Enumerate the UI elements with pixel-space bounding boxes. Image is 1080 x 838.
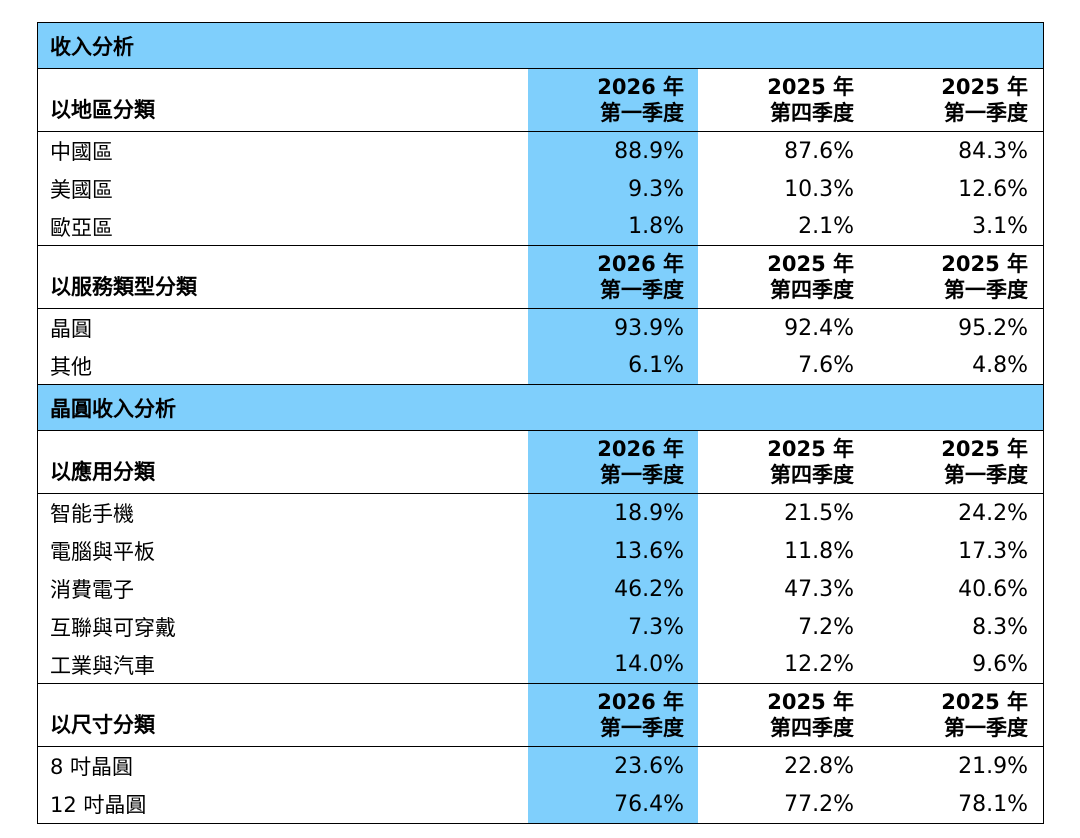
column-header: 2026 年第一季度 — [528, 431, 698, 493]
cell-value: 24.2% — [958, 500, 1028, 526]
cell-value: 40.6% — [958, 576, 1028, 602]
cell-value: 7.6% — [798, 353, 854, 378]
cell-value: 9.3% — [528, 170, 698, 208]
cell-value: 12.6% — [958, 176, 1028, 202]
cell-value: 12.2% — [784, 652, 854, 677]
table-row: 中國區 88.9% 87.6% 84.3% — [38, 132, 1043, 170]
group-title: 以服務類型分類 — [50, 275, 197, 299]
group-header-region: 以地區分類 2026 年第一季度 2025 年第四季度 2025 年第一季度 — [38, 69, 1043, 132]
row-label: 12 吋晶圓 — [50, 793, 147, 817]
column-header: 2025 年第一季度 — [941, 690, 1028, 740]
cell-value: 76.4% — [528, 785, 698, 823]
group-header-application: 以應用分類 2026 年第一季度 2025 年第四季度 2025 年第一季度 — [38, 431, 1043, 494]
cell-value: 13.6% — [528, 532, 698, 570]
cell-value: 23.6% — [528, 747, 698, 785]
cell-value: 10.3% — [784, 176, 854, 202]
cell-value: 88.9% — [528, 132, 698, 170]
row-label: 中國區 — [50, 140, 113, 164]
group-header-service-type: 以服務類型分類 2026 年第一季度 2025 年第四季度 2025 年第一季度 — [38, 246, 1043, 309]
cell-value: 4.8% — [972, 353, 1028, 378]
column-header: 2025 年第一季度 — [941, 75, 1028, 125]
cell-value: 8.3% — [972, 614, 1028, 640]
cell-value: 14.0% — [528, 646, 698, 683]
table-row: 智能手機 18.9% 21.5% 24.2% — [38, 494, 1043, 532]
cell-value: 92.4% — [784, 315, 854, 341]
group-title: 以地區分類 — [50, 98, 155, 122]
group-header-size: 以尺寸分類 2026 年第一季度 2025 年第四季度 2025 年第一季度 — [38, 684, 1043, 747]
column-header: 2025 年第四季度 — [767, 690, 854, 740]
row-label: 美國區 — [50, 178, 113, 202]
column-header: 2025 年第四季度 — [767, 252, 854, 302]
row-label: 8 吋晶圓 — [50, 755, 134, 779]
cell-value: 9.6% — [972, 652, 1028, 677]
cell-value: 93.9% — [528, 309, 698, 347]
column-header: 2026 年第一季度 — [528, 69, 698, 131]
table-row: 晶圓 93.9% 92.4% 95.2% — [38, 309, 1043, 347]
cell-value: 6.1% — [528, 347, 698, 384]
cell-value: 47.3% — [784, 576, 854, 602]
column-header: 2025 年第一季度 — [941, 252, 1028, 302]
cell-value: 84.3% — [958, 138, 1028, 164]
section-title-revenue: 收入分析 — [38, 23, 1043, 69]
cell-value: 21.5% — [784, 500, 854, 526]
group-title: 以應用分類 — [50, 460, 155, 484]
cell-value: 7.2% — [798, 614, 854, 640]
cell-value: 46.2% — [528, 570, 698, 608]
row-label: 歐亞區 — [50, 215, 113, 240]
cell-value: 77.2% — [784, 791, 854, 817]
cell-value: 21.9% — [958, 753, 1028, 779]
column-header: 2025 年第一季度 — [941, 437, 1028, 487]
row-label: 智能手機 — [50, 502, 134, 526]
row-label: 電腦與平板 — [50, 540, 155, 564]
row-label: 晶圓 — [50, 317, 92, 341]
table-row: 工業與汽車 14.0% 12.2% 9.6% — [38, 646, 1043, 684]
table-row: 歐亞區 1.8% 2.1% 3.1% — [38, 208, 1043, 246]
cell-value: 78.1% — [958, 791, 1028, 817]
cell-value: 18.9% — [528, 494, 698, 532]
table-row: 12 吋晶圓 76.4% 77.2% 78.1% — [38, 785, 1043, 823]
table-row: 互聯與可穿戴 7.3% 7.2% 8.3% — [38, 608, 1043, 646]
row-label: 互聯與可穿戴 — [50, 616, 176, 640]
row-label: 消費電子 — [50, 578, 134, 602]
section-title-wafer-revenue: 晶圓收入分析 — [38, 385, 1043, 431]
table-row: 其他 6.1% 7.6% 4.8% — [38, 347, 1043, 385]
cell-value: 7.3% — [528, 608, 698, 646]
cell-value: 1.8% — [528, 208, 698, 245]
cell-value: 95.2% — [958, 315, 1028, 341]
column-header: 2026 年第一季度 — [528, 684, 698, 746]
row-label: 其他 — [50, 354, 92, 379]
column-header: 2025 年第四季度 — [767, 437, 854, 487]
group-title: 以尺寸分類 — [50, 713, 155, 737]
revenue-analysis-table: 收入分析 以地區分類 2026 年第一季度 2025 年第四季度 2025 年第… — [37, 22, 1044, 824]
cell-value: 11.8% — [784, 538, 854, 564]
cell-value: 87.6% — [784, 138, 854, 164]
cell-value: 17.3% — [958, 538, 1028, 564]
column-header: 2026 年第一季度 — [528, 246, 698, 308]
row-label: 工業與汽車 — [50, 653, 155, 678]
table-row: 消費電子 46.2% 47.3% 40.6% — [38, 570, 1043, 608]
cell-value: 22.8% — [784, 753, 854, 779]
cell-value: 2.1% — [798, 214, 854, 239]
column-header: 2025 年第四季度 — [767, 75, 854, 125]
cell-value: 3.1% — [972, 214, 1028, 239]
table-row: 美國區 9.3% 10.3% 12.6% — [38, 170, 1043, 208]
table-row: 電腦與平板 13.6% 11.8% 17.3% — [38, 532, 1043, 570]
table-row: 8 吋晶圓 23.6% 22.8% 21.9% — [38, 747, 1043, 785]
